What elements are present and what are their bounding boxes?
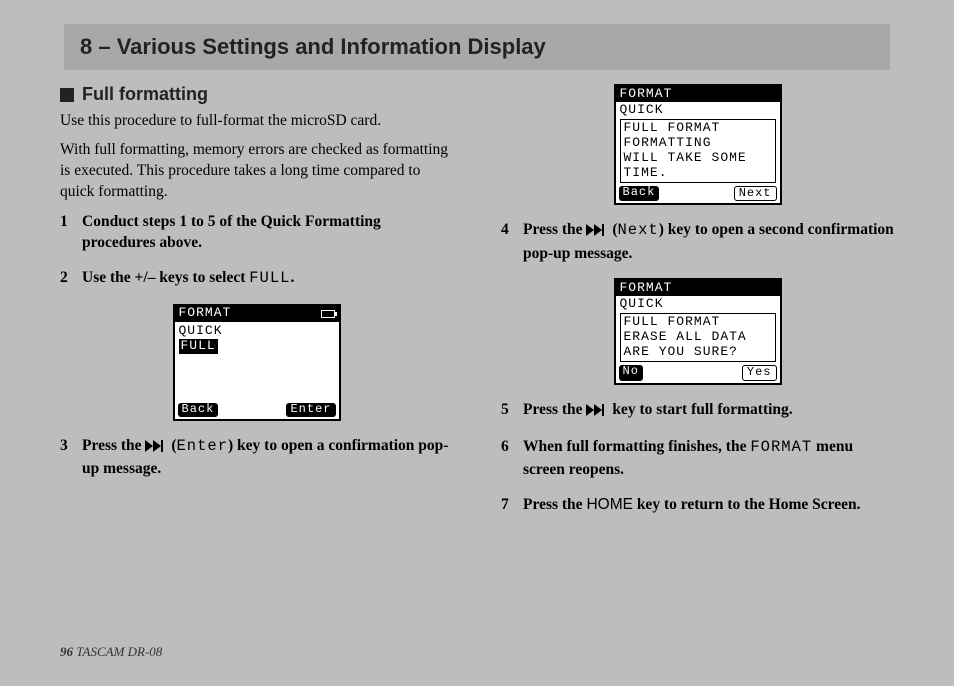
step-2: Use the +/– keys to select FULL.: [60, 267, 453, 289]
lcd-row: WILL TAKE SOME: [624, 151, 772, 166]
product-name: TASCAM DR-08: [73, 644, 162, 659]
steps-list-left: Conduct steps 1 to 5 of the Quick Format…: [60, 211, 453, 290]
mono-text: FULL: [249, 269, 290, 287]
lcd-titlebar: FORMAT: [616, 280, 780, 296]
lcd-titlebar: FORMAT: [175, 306, 339, 322]
step-1: Conduct steps 1 to 5 of the Quick Format…: [60, 211, 453, 254]
lcd-figure-2: FORMAT QUICK FULL FORMAT FORMATTING WILL…: [501, 84, 894, 205]
lcd-figure-1: FORMAT QUICK FULL Back Enter: [60, 304, 453, 421]
lcd-screen: FORMAT QUICK FULL FORMAT FORMATTING WILL…: [614, 84, 782, 205]
fast-forward-icon: [586, 401, 608, 422]
section-heading: Full formatting: [60, 84, 453, 105]
lcd-popup: FULL FORMAT FORMATTING WILL TAKE SOME TI…: [620, 119, 776, 183]
column-left: Full formatting Use this procedure to fu…: [60, 84, 453, 529]
steps-list-right-cont: Press the key to start full formatting. …: [501, 399, 894, 516]
step-6: When full formatting finishes, the FORMA…: [501, 436, 894, 480]
manual-page: 8 – Various Settings and Information Dis…: [0, 0, 954, 686]
step-text: Conduct steps 1 to 5 of the Quick Format…: [82, 213, 381, 251]
lcd-softkeys: No Yes: [616, 364, 780, 383]
column-right: FORMAT QUICK FULL FORMAT FORMATTING WILL…: [501, 84, 894, 529]
softkey-right: Next: [734, 186, 777, 202]
step-text: .: [290, 269, 294, 286]
step-5: Press the key to start full formatting.: [501, 399, 894, 422]
steps-list-left-cont: Press the (Enter) key to open a confirma…: [60, 435, 453, 480]
square-bullet-icon: [60, 88, 74, 102]
step-text: When full formatting finishes, the: [523, 438, 750, 455]
lcd-title: FORMAT: [620, 87, 673, 102]
intro-paragraph-2: With full formatting, memory errors are …: [60, 140, 453, 203]
step-4: Press the (Next) key to open a second co…: [501, 219, 894, 264]
lcd-row: QUICK: [618, 103, 778, 118]
fast-forward-icon: [145, 437, 167, 458]
softkey-right: Yes: [742, 365, 777, 381]
step-7: Press the HOME key to return to the Home…: [501, 494, 894, 515]
keycap-text: HOME: [586, 496, 633, 513]
page-footer: 96 TASCAM DR-08: [60, 644, 162, 660]
mono-text: Enter: [176, 437, 228, 455]
lcd-titlebar: FORMAT: [616, 86, 780, 102]
softkey-left: No: [619, 365, 643, 381]
lcd-screen: FORMAT QUICK FULL FORMAT ERASE ALL DATA …: [614, 278, 782, 385]
lcd-row: ERASE ALL DATA: [624, 330, 772, 345]
mono-text: FORMAT: [750, 438, 812, 456]
lcd-row: FULL FORMAT: [624, 315, 772, 330]
mono-text: Next: [617, 221, 658, 239]
lcd-row: QUICK: [179, 324, 335, 339]
step-text: Use the +/– keys to select: [82, 269, 249, 286]
lcd-row: QUICK: [618, 297, 778, 312]
lcd-figure-3: FORMAT QUICK FULL FORMAT ERASE ALL DATA …: [501, 278, 894, 385]
step-text: key to return to the Home Screen.: [633, 496, 861, 513]
lcd-row: FULL FORMAT: [624, 121, 772, 136]
lcd-body: QUICK FULL: [175, 322, 339, 402]
page-number: 96: [60, 644, 73, 659]
lcd-row-selected: FULL: [179, 339, 218, 354]
step-3: Press the (Enter) key to open a confirma…: [60, 435, 453, 480]
step-text: Press the: [82, 437, 145, 454]
lcd-body: QUICK FULL FORMAT ERASE ALL DATA ARE YOU…: [616, 296, 780, 362]
softkey-left: Back: [619, 186, 660, 202]
two-column-layout: Full formatting Use this procedure to fu…: [60, 84, 894, 529]
step-text: Press the: [523, 496, 586, 513]
steps-list-right: Press the (Next) key to open a second co…: [501, 219, 894, 264]
battery-icon: [321, 310, 335, 318]
lcd-body: QUICK FULL FORMAT FORMATTING WILL TAKE S…: [616, 102, 780, 183]
lcd-row: TIME.: [624, 166, 772, 181]
softkey-left: Back: [178, 403, 219, 417]
lcd-screen: FORMAT QUICK FULL Back Enter: [173, 304, 341, 421]
step-text: key to start full formatting.: [608, 401, 792, 418]
lcd-row: FORMATTING: [624, 136, 772, 151]
lcd-title: FORMAT: [620, 281, 673, 296]
section-heading-text: Full formatting: [82, 84, 208, 105]
lcd-title: FORMAT: [179, 306, 232, 321]
fast-forward-icon: [586, 221, 608, 242]
lcd-softkeys: Back Next: [616, 185, 780, 204]
lcd-softkeys: Back Enter: [175, 402, 339, 419]
step-text: Press the: [523, 221, 586, 238]
chapter-title: 8 – Various Settings and Information Dis…: [80, 34, 874, 60]
softkey-right: Enter: [286, 403, 335, 417]
step-text: Press the: [523, 401, 586, 418]
lcd-row: ARE YOU SURE?: [624, 345, 772, 360]
chapter-header: 8 – Various Settings and Information Dis…: [64, 24, 890, 70]
lcd-popup: FULL FORMAT ERASE ALL DATA ARE YOU SURE?: [620, 313, 776, 362]
intro-paragraph-1: Use this procedure to full-format the mi…: [60, 111, 453, 132]
